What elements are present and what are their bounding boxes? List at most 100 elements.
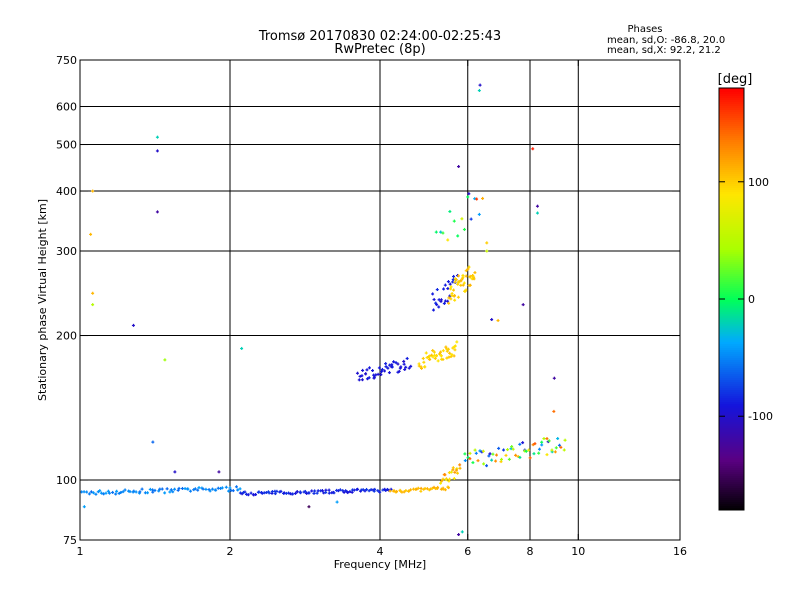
colorbar-segment [719,292,744,295]
data-point [384,362,388,366]
data-point [249,491,253,495]
data-point [89,490,93,494]
data-point [327,491,331,495]
data-point [478,83,482,87]
data-point [155,135,159,139]
data-point [384,488,388,492]
data-point [439,299,443,303]
data-point [316,489,320,493]
colorbar-segment [719,126,744,129]
data-point [469,217,473,221]
colorbar-segment [719,174,744,177]
data-point [262,491,266,495]
x-tick-label: 6 [464,545,471,558]
data-point [155,210,159,214]
data-point [98,489,102,493]
data-point [452,294,456,298]
data-point [275,489,279,493]
data-point [531,147,535,151]
data-point [386,366,390,370]
data-point [160,487,164,491]
data-point [443,283,447,287]
data-point [384,365,388,369]
data-point [217,470,221,474]
data-point [535,211,539,215]
colorbar-segment [719,186,744,189]
data-point [350,490,354,494]
data-point [449,287,453,291]
data-point [407,366,411,370]
data-point [168,490,172,494]
data-point [344,489,348,493]
colorbar-segment [719,444,744,447]
colorbar-segment [719,508,744,511]
colorbar-segment [719,504,744,507]
data-point [496,318,500,322]
data-point [490,458,494,462]
colorbar-segment [719,122,744,125]
data-point [505,448,509,452]
data-point [151,440,155,444]
data-point [456,282,460,286]
data-point [451,346,455,350]
data-point [447,477,451,481]
data-point [545,437,549,441]
colorbar-segment [719,170,744,173]
colorbar-segment [719,178,744,181]
data-point [431,292,435,296]
colorbar-segment [719,326,744,329]
colorbar-segment [719,486,744,489]
data-point [367,376,371,380]
colorbar-ticks: 100 0 -100 [719,176,773,423]
data-point [399,365,403,369]
colorbar-segment [719,260,744,263]
data-point [453,344,457,348]
colorbar-segment [719,312,744,315]
data-point [427,488,431,492]
data-point [449,297,453,301]
data-point [501,448,505,452]
data-point [387,371,391,375]
data-point [358,374,362,378]
data-point [186,487,190,491]
data-point [319,489,323,493]
data-point [468,283,472,287]
colorbar-segment [719,162,744,165]
colorbar-segment [719,442,744,445]
data-point [533,442,537,446]
data-point [246,493,250,497]
data-point [82,505,86,509]
data-point [172,487,176,491]
data-point [443,299,447,303]
data-point [434,230,438,234]
data-point [439,350,443,354]
colorbar-segment [719,366,744,369]
colorbar-segment [719,316,744,319]
colorbar-segment [719,322,744,325]
data-point [240,346,244,350]
colorbar-segment [719,124,744,127]
colorbar-segment [719,374,744,377]
data-point [307,505,311,509]
data-point [183,487,187,491]
data-point [448,282,452,286]
colorbar-segment [719,172,744,175]
data-point [446,299,450,303]
data-point [462,281,466,285]
data-point [106,489,110,493]
data-point [376,489,380,493]
data-point [282,491,286,495]
colorbar-segment [719,116,744,119]
data-point [441,231,445,235]
data-point [197,486,201,490]
colorbar-segment [719,294,744,297]
colorbar-segment [719,410,744,413]
data-point [477,212,481,216]
data-point [372,373,376,377]
data-point [448,351,452,355]
colorbar-segment [719,150,744,153]
data-point [421,356,425,360]
data-point [540,443,544,447]
data-point [273,489,277,493]
colorbar-segment [719,148,744,151]
